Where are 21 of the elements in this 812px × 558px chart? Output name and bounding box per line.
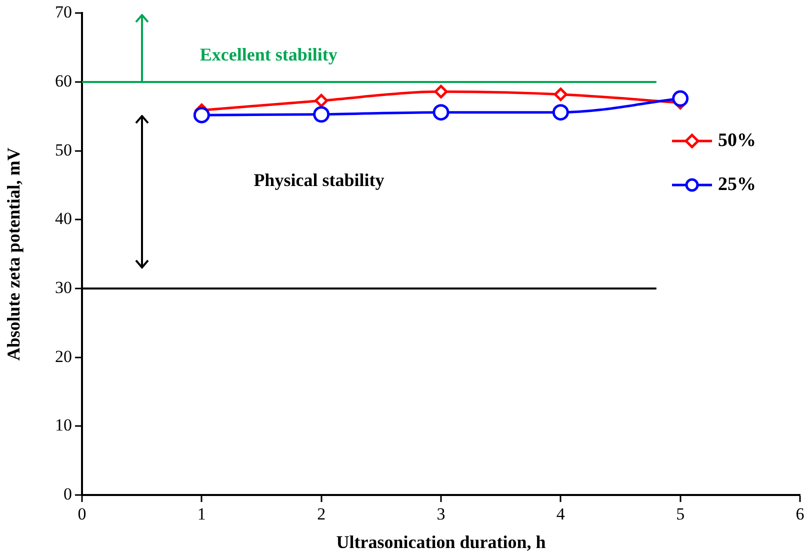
x-tick-label: 2 [317, 504, 326, 524]
x-tick-label: 5 [676, 504, 685, 524]
legend-label: 50% [718, 130, 756, 152]
x-tick-label: 1 [197, 504, 206, 524]
y-tick-label: 70 [55, 2, 72, 22]
y-axis-title: Absolute zeta potential, mV [3, 148, 24, 361]
y-tick-label: 10 [55, 416, 72, 435]
y-tick-label: 0 [64, 484, 72, 504]
x-tick-label: 0 [78, 504, 86, 524]
x-tick-label: 4 [556, 504, 566, 524]
x-tick-label: 3 [436, 504, 446, 524]
x-tick-label: 6 [796, 504, 804, 524]
y-tick-label: 30 [55, 278, 72, 297]
y-tick-label: 50 [55, 140, 72, 160]
legend-label: 25% [718, 174, 756, 196]
annotation: Physical stability [254, 170, 384, 190]
y-tick-label: 40 [55, 209, 72, 228]
y-tick-label: 20 [55, 346, 72, 366]
annotation: Excellent stability [200, 44, 338, 64]
x-axis-title: Ultrasonication duration, h [336, 532, 546, 552]
y-tick-label: 60 [55, 71, 72, 90]
